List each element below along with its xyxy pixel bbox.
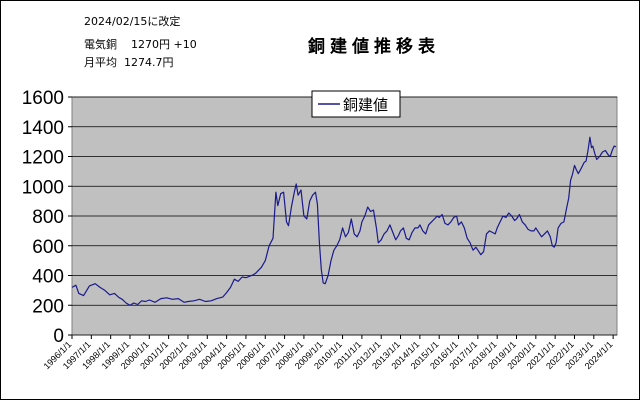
x-axis-ticks: 1996/1/11997/1/11998/1/11999/1/12000/1/1… (42, 335, 615, 371)
y-tick-label: 1400 (22, 118, 64, 139)
series-line-copper-price (71, 136, 617, 306)
y-tick-label: 1000 (22, 177, 64, 198)
y-tick-label: 800 (32, 207, 64, 228)
gridlines (72, 96, 617, 336)
y-tick-label: 1200 (22, 148, 64, 169)
average-value: 1274.7円 (124, 56, 174, 69)
y-tick-label: 1600 (22, 88, 64, 109)
y-tick-label: 200 (32, 296, 64, 317)
average-label: 月平均 (84, 56, 117, 69)
y-tick-label: 400 (32, 267, 64, 288)
revision-date: 2024/02/15に改定 (84, 15, 181, 28)
price-value: 1270円 +10 (131, 38, 197, 51)
price-label: 電気銅 (84, 38, 117, 51)
average-line: 月平均 1274.7円 (84, 54, 174, 70)
y-tick-label: 600 (32, 237, 64, 258)
y-axis-ticks: 0 200 400 600 800 1000 1200 1400 1600 (22, 88, 72, 347)
chart-title: 銅建値推移表 (308, 37, 440, 57)
price-line: 電気銅 1270円 +10 (84, 36, 197, 52)
legend: 銅建値 (311, 90, 401, 118)
y-tick-label: 0 (53, 326, 64, 347)
legend-label: 銅建値 (343, 96, 388, 114)
